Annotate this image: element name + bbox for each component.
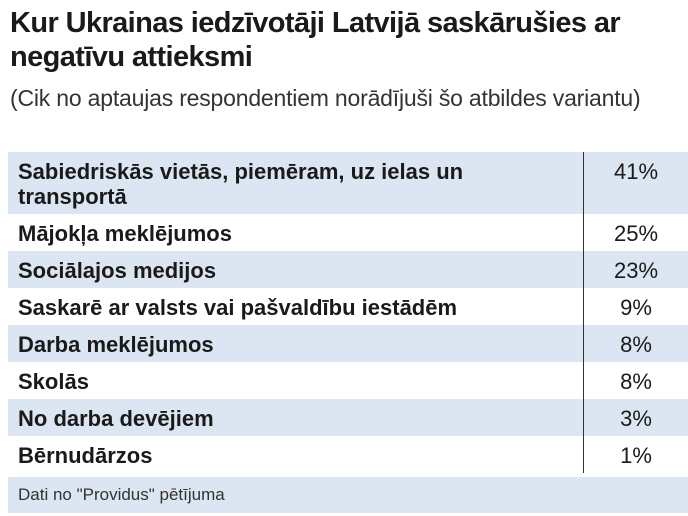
title: Kur Ukrainas iedzīvotāji Latvijā saskāru…	[10, 7, 621, 73]
table-row: Skolās 8%	[8, 362, 688, 399]
table: Sabiedriskās vietās, piemēram, uz ielas …	[8, 152, 688, 473]
row-value: 25%	[613, 221, 659, 246]
source-note: Dati no "Providus" pētījuma	[8, 477, 688, 513]
table-row: Bērnudārzos 1%	[8, 436, 688, 473]
row-label: No darba devējiem	[8, 399, 584, 436]
row-label: Darba meklējumos	[8, 325, 584, 362]
row-label: Saskarē ar valsts vai pašvaldību iestādē…	[8, 288, 584, 325]
row-label: Skolās	[8, 362, 584, 399]
row-label: Sabiedriskās vietās, piemēram, uz ielas …	[8, 152, 584, 214]
row-value: 1%	[620, 443, 652, 468]
table-row: Sabiedriskās vietās, piemēram, uz ielas …	[8, 152, 688, 214]
row-value: 23%	[613, 258, 659, 283]
row-value: 9%	[620, 295, 652, 320]
table-row: Mājokļa meklējumos 25%	[8, 214, 688, 251]
row-value: 41%	[613, 159, 659, 184]
row-value: 3%	[620, 406, 652, 431]
row-label: Mājokļa meklējumos	[8, 214, 584, 251]
subtitle: (Cik no aptaujas respondentiem norādījuš…	[10, 85, 641, 111]
table-row: Saskarē ar valsts vai pašvaldību iestādē…	[8, 288, 688, 325]
table-row: Sociālajos medijos 23%	[8, 251, 688, 288]
table-row: No darba devējiem 3%	[8, 399, 688, 436]
row-label: Bērnudārzos	[8, 436, 584, 473]
row-value: 8%	[620, 369, 652, 394]
row-value: 8%	[620, 332, 652, 357]
row-label: Sociālajos medijos	[8, 251, 584, 288]
table-row: Darba meklējumos 8%	[8, 325, 688, 362]
